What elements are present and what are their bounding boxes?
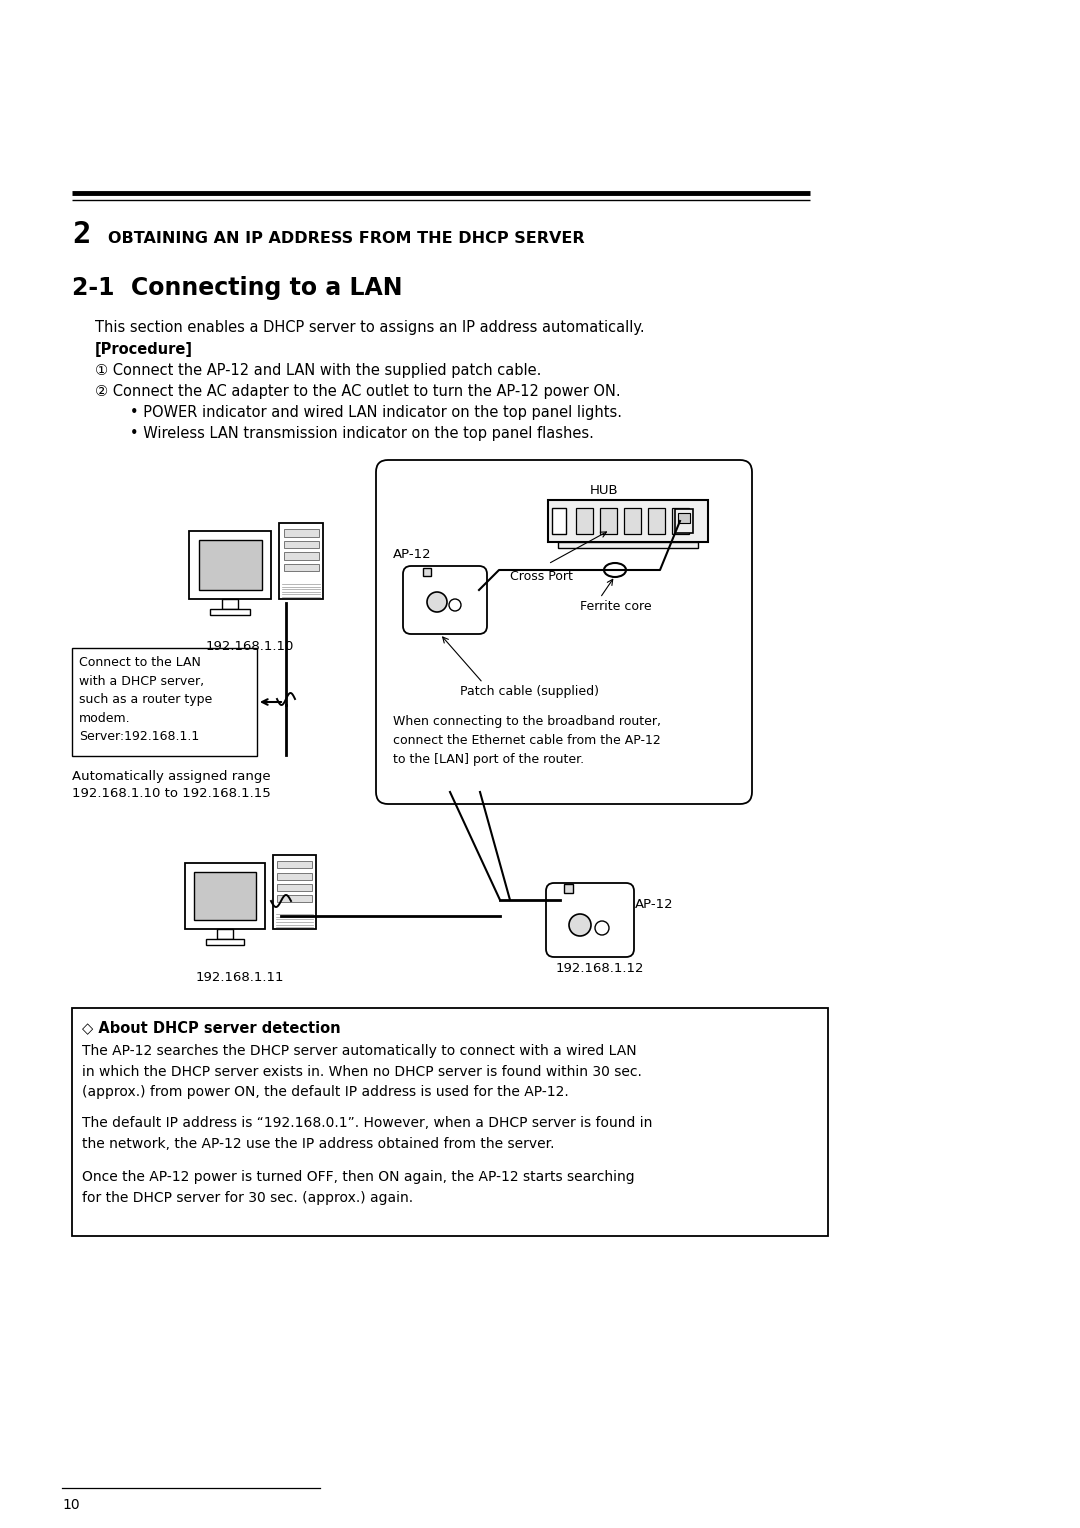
FancyBboxPatch shape — [221, 599, 239, 610]
FancyBboxPatch shape — [678, 513, 690, 523]
Text: Once the AP-12 power is turned OFF, then ON again, the AP-12 starts searching
fo: Once the AP-12 power is turned OFF, then… — [82, 1170, 635, 1204]
FancyBboxPatch shape — [558, 542, 698, 549]
Text: 2-1  Connecting to a LAN: 2-1 Connecting to a LAN — [72, 277, 403, 299]
FancyBboxPatch shape — [576, 507, 593, 533]
FancyBboxPatch shape — [284, 553, 320, 559]
FancyBboxPatch shape — [72, 648, 257, 756]
Circle shape — [595, 921, 609, 935]
FancyBboxPatch shape — [284, 529, 320, 536]
FancyBboxPatch shape — [210, 610, 249, 616]
Text: 10: 10 — [62, 1497, 80, 1513]
FancyBboxPatch shape — [376, 460, 752, 804]
FancyBboxPatch shape — [403, 565, 487, 634]
Text: [Procedure]: [Procedure] — [95, 342, 193, 358]
FancyBboxPatch shape — [548, 500, 708, 542]
Text: Automatically assigned range: Automatically assigned range — [72, 770, 271, 782]
FancyBboxPatch shape — [675, 509, 693, 533]
Text: The AP-12 searches the DHCP server automatically to connect with a wired LAN
in : The AP-12 searches the DHCP server autom… — [82, 1044, 642, 1099]
Text: 192.168.1.12: 192.168.1.12 — [556, 963, 645, 975]
Text: This section enables a DHCP server to assigns an IP address automatically.: This section enables a DHCP server to as… — [95, 319, 645, 335]
Text: ① Connect the AP-12 and LAN with the supplied patch cable.: ① Connect the AP-12 and LAN with the sup… — [95, 364, 541, 377]
Text: ② Connect the AC adapter to the AC outlet to turn the AP-12 power ON.: ② Connect the AC adapter to the AC outle… — [95, 384, 621, 399]
FancyBboxPatch shape — [284, 541, 320, 549]
Text: • Wireless LAN transmission indicator on the top panel flashes.: • Wireless LAN transmission indicator on… — [116, 426, 594, 442]
FancyBboxPatch shape — [189, 532, 271, 599]
FancyBboxPatch shape — [72, 1008, 828, 1236]
FancyBboxPatch shape — [284, 564, 320, 571]
Text: The default IP address is “192.168.0.1”. However, when a DHCP server is found in: The default IP address is “192.168.0.1”.… — [82, 1115, 652, 1151]
Text: HUB: HUB — [590, 484, 619, 497]
Text: AP-12: AP-12 — [635, 898, 674, 911]
FancyBboxPatch shape — [217, 929, 233, 938]
Text: 2: 2 — [72, 220, 91, 249]
FancyBboxPatch shape — [194, 871, 256, 920]
Text: 192.168.1.11: 192.168.1.11 — [195, 970, 284, 984]
FancyBboxPatch shape — [600, 507, 617, 533]
Text: 192.168.1.10: 192.168.1.10 — [206, 640, 294, 652]
FancyBboxPatch shape — [205, 938, 244, 944]
FancyBboxPatch shape — [276, 872, 312, 880]
FancyBboxPatch shape — [624, 507, 642, 533]
FancyBboxPatch shape — [280, 523, 323, 599]
FancyBboxPatch shape — [186, 863, 265, 929]
Text: When connecting to the broadband router,
connect the Ethernet cable from the AP-: When connecting to the broadband router,… — [393, 715, 661, 766]
FancyBboxPatch shape — [546, 883, 634, 957]
FancyBboxPatch shape — [276, 895, 312, 902]
FancyBboxPatch shape — [423, 568, 431, 576]
Text: AP-12: AP-12 — [393, 549, 432, 561]
Text: • POWER indicator and wired LAN indicator on the top panel lights.: • POWER indicator and wired LAN indicato… — [116, 405, 622, 420]
FancyBboxPatch shape — [273, 856, 315, 929]
FancyBboxPatch shape — [552, 507, 566, 533]
Text: OBTAINING AN IP ADDRESS FROM THE DHCP SERVER: OBTAINING AN IP ADDRESS FROM THE DHCP SE… — [108, 231, 584, 246]
FancyBboxPatch shape — [276, 883, 312, 891]
FancyBboxPatch shape — [564, 885, 573, 892]
FancyBboxPatch shape — [276, 862, 312, 868]
Circle shape — [569, 914, 591, 937]
FancyBboxPatch shape — [199, 539, 261, 590]
Circle shape — [449, 599, 461, 611]
FancyBboxPatch shape — [672, 507, 689, 533]
Text: Patch cable (supplied): Patch cable (supplied) — [460, 685, 599, 698]
Circle shape — [427, 591, 447, 613]
Text: Ferrite core: Ferrite core — [580, 601, 651, 613]
Ellipse shape — [604, 562, 626, 578]
FancyBboxPatch shape — [648, 507, 665, 533]
Text: Connect to the LAN
with a DHCP server,
such as a router type
modem.
Server:192.1: Connect to the LAN with a DHCP server, s… — [79, 656, 213, 743]
Text: ◇ About DHCP server detection: ◇ About DHCP server detection — [82, 1021, 340, 1034]
Text: Cross Port: Cross Port — [510, 570, 572, 584]
Text: 192.168.1.10 to 192.168.1.15: 192.168.1.10 to 192.168.1.15 — [72, 787, 271, 801]
